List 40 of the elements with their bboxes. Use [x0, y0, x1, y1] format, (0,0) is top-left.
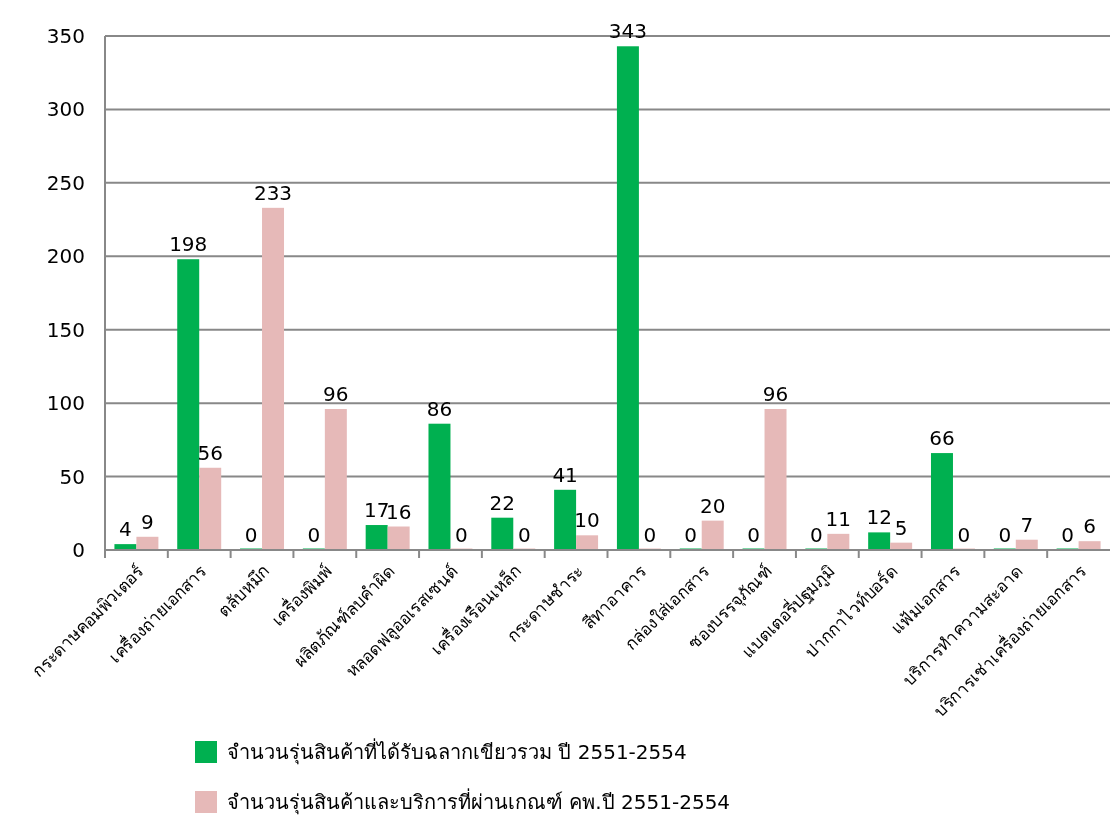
data-label: 6 — [1083, 514, 1096, 539]
data-label: 56 — [197, 440, 223, 465]
y-tick-label: 0 — [72, 538, 85, 562]
data-label: 66 — [929, 426, 955, 451]
data-label: 0 — [809, 523, 823, 547]
data-label: 5 — [894, 515, 908, 540]
data-label: 9 — [141, 509, 154, 534]
data-label: 96 — [323, 382, 349, 407]
y-tick-label: 100 — [46, 391, 85, 416]
data-label: 233 — [253, 180, 293, 205]
y-tick-label: 50 — [59, 464, 85, 489]
data-label: 0 — [455, 523, 468, 547]
y-tick-label: 150 — [46, 317, 85, 342]
legend-label: จำนวนรุ่นสินค้าที่ได้รับฉลากเขียวรวม ปี 2551-2554 — [227, 738, 687, 765]
data-label: 0 — [1061, 523, 1074, 547]
legend-label: จำนวนรุ่นสินค้าและบริการที่ผ่านเกณฑ์ คพ.ปี 2551-2554 — [227, 788, 731, 815]
y-tick-label: 300 — [46, 97, 85, 122]
data-label: 20 — [699, 493, 726, 518]
data-label: 96 — [762, 382, 789, 407]
y-tick-label: 350 — [46, 24, 85, 48]
data-label: 0 — [307, 523, 321, 547]
data-label: 0 — [643, 523, 657, 547]
data-label: 198 — [169, 232, 208, 257]
data-label: 12 — [866, 505, 892, 530]
data-label: 22 — [489, 490, 516, 515]
data-label: 0 — [998, 523, 1012, 547]
y-tick-label: 200 — [46, 244, 85, 269]
data-label: 0 — [244, 523, 258, 547]
y-tick-label: 250 — [46, 170, 85, 195]
data-label: 10 — [574, 508, 600, 533]
data-label: 0 — [517, 523, 531, 547]
data-label: 7 — [1020, 512, 1034, 537]
data-label: 0 — [957, 523, 971, 547]
data-label: 0 — [684, 523, 698, 547]
data-label: 86 — [426, 396, 453, 421]
data-label: 41 — [552, 462, 578, 487]
data-label: 0 — [747, 523, 760, 547]
data-label: 11 — [825, 506, 852, 531]
data-label: 343 — [608, 19, 648, 44]
data-label: 4 — [119, 517, 132, 542]
